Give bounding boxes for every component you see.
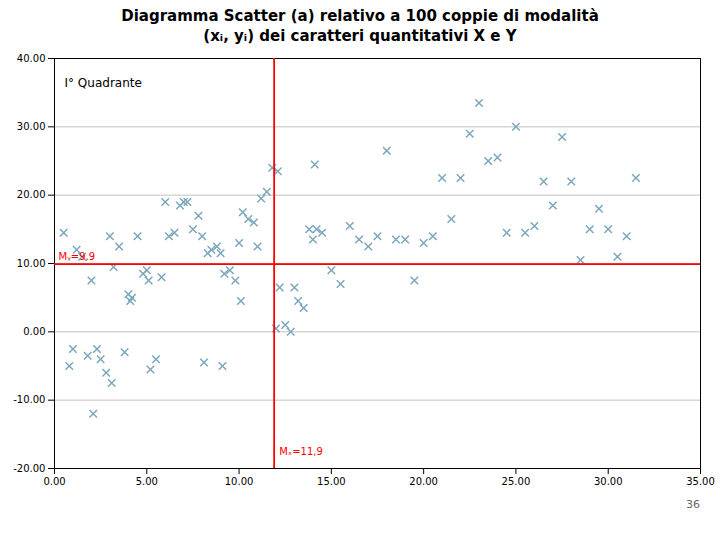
svg-text:20.00: 20.00 xyxy=(409,476,438,487)
svg-text:30.00: 30.00 xyxy=(17,121,46,132)
svg-text:35.00: 35.00 xyxy=(686,476,715,487)
svg-text:0.00: 0.00 xyxy=(23,326,45,337)
svg-text:Mᵧ=9,9: Mᵧ=9,9 xyxy=(59,251,96,262)
svg-text:25.00: 25.00 xyxy=(502,476,531,487)
svg-text:15.00: 15.00 xyxy=(317,476,346,487)
svg-text:-20.00: -20.00 xyxy=(13,463,45,474)
svg-text:30.00: 30.00 xyxy=(594,476,623,487)
svg-text:Mₓ=11,9: Mₓ=11,9 xyxy=(279,446,323,457)
svg-text:5.00: 5.00 xyxy=(136,476,158,487)
svg-text:10.00: 10.00 xyxy=(17,258,46,269)
svg-text:10.00: 10.00 xyxy=(225,476,254,487)
svg-text:20.00: 20.00 xyxy=(17,189,46,200)
svg-text:-10.00: -10.00 xyxy=(13,394,45,405)
html-text:(xᵢ, yᵢ) dei caratteri quantit: (xᵢ, yᵢ) dei caratteri quantitativi X e … xyxy=(203,27,517,45)
html-text:Diagramma Scatter (a) relativo: Diagramma Scatter (a) relativo a 100 cop… xyxy=(121,7,599,25)
svg-text:0.00: 0.00 xyxy=(43,476,65,487)
svg-text:I° Quadrante: I° Quadrante xyxy=(65,76,142,90)
svg-text:40.00: 40.00 xyxy=(17,53,46,64)
html-text:36: 36 xyxy=(686,498,700,511)
